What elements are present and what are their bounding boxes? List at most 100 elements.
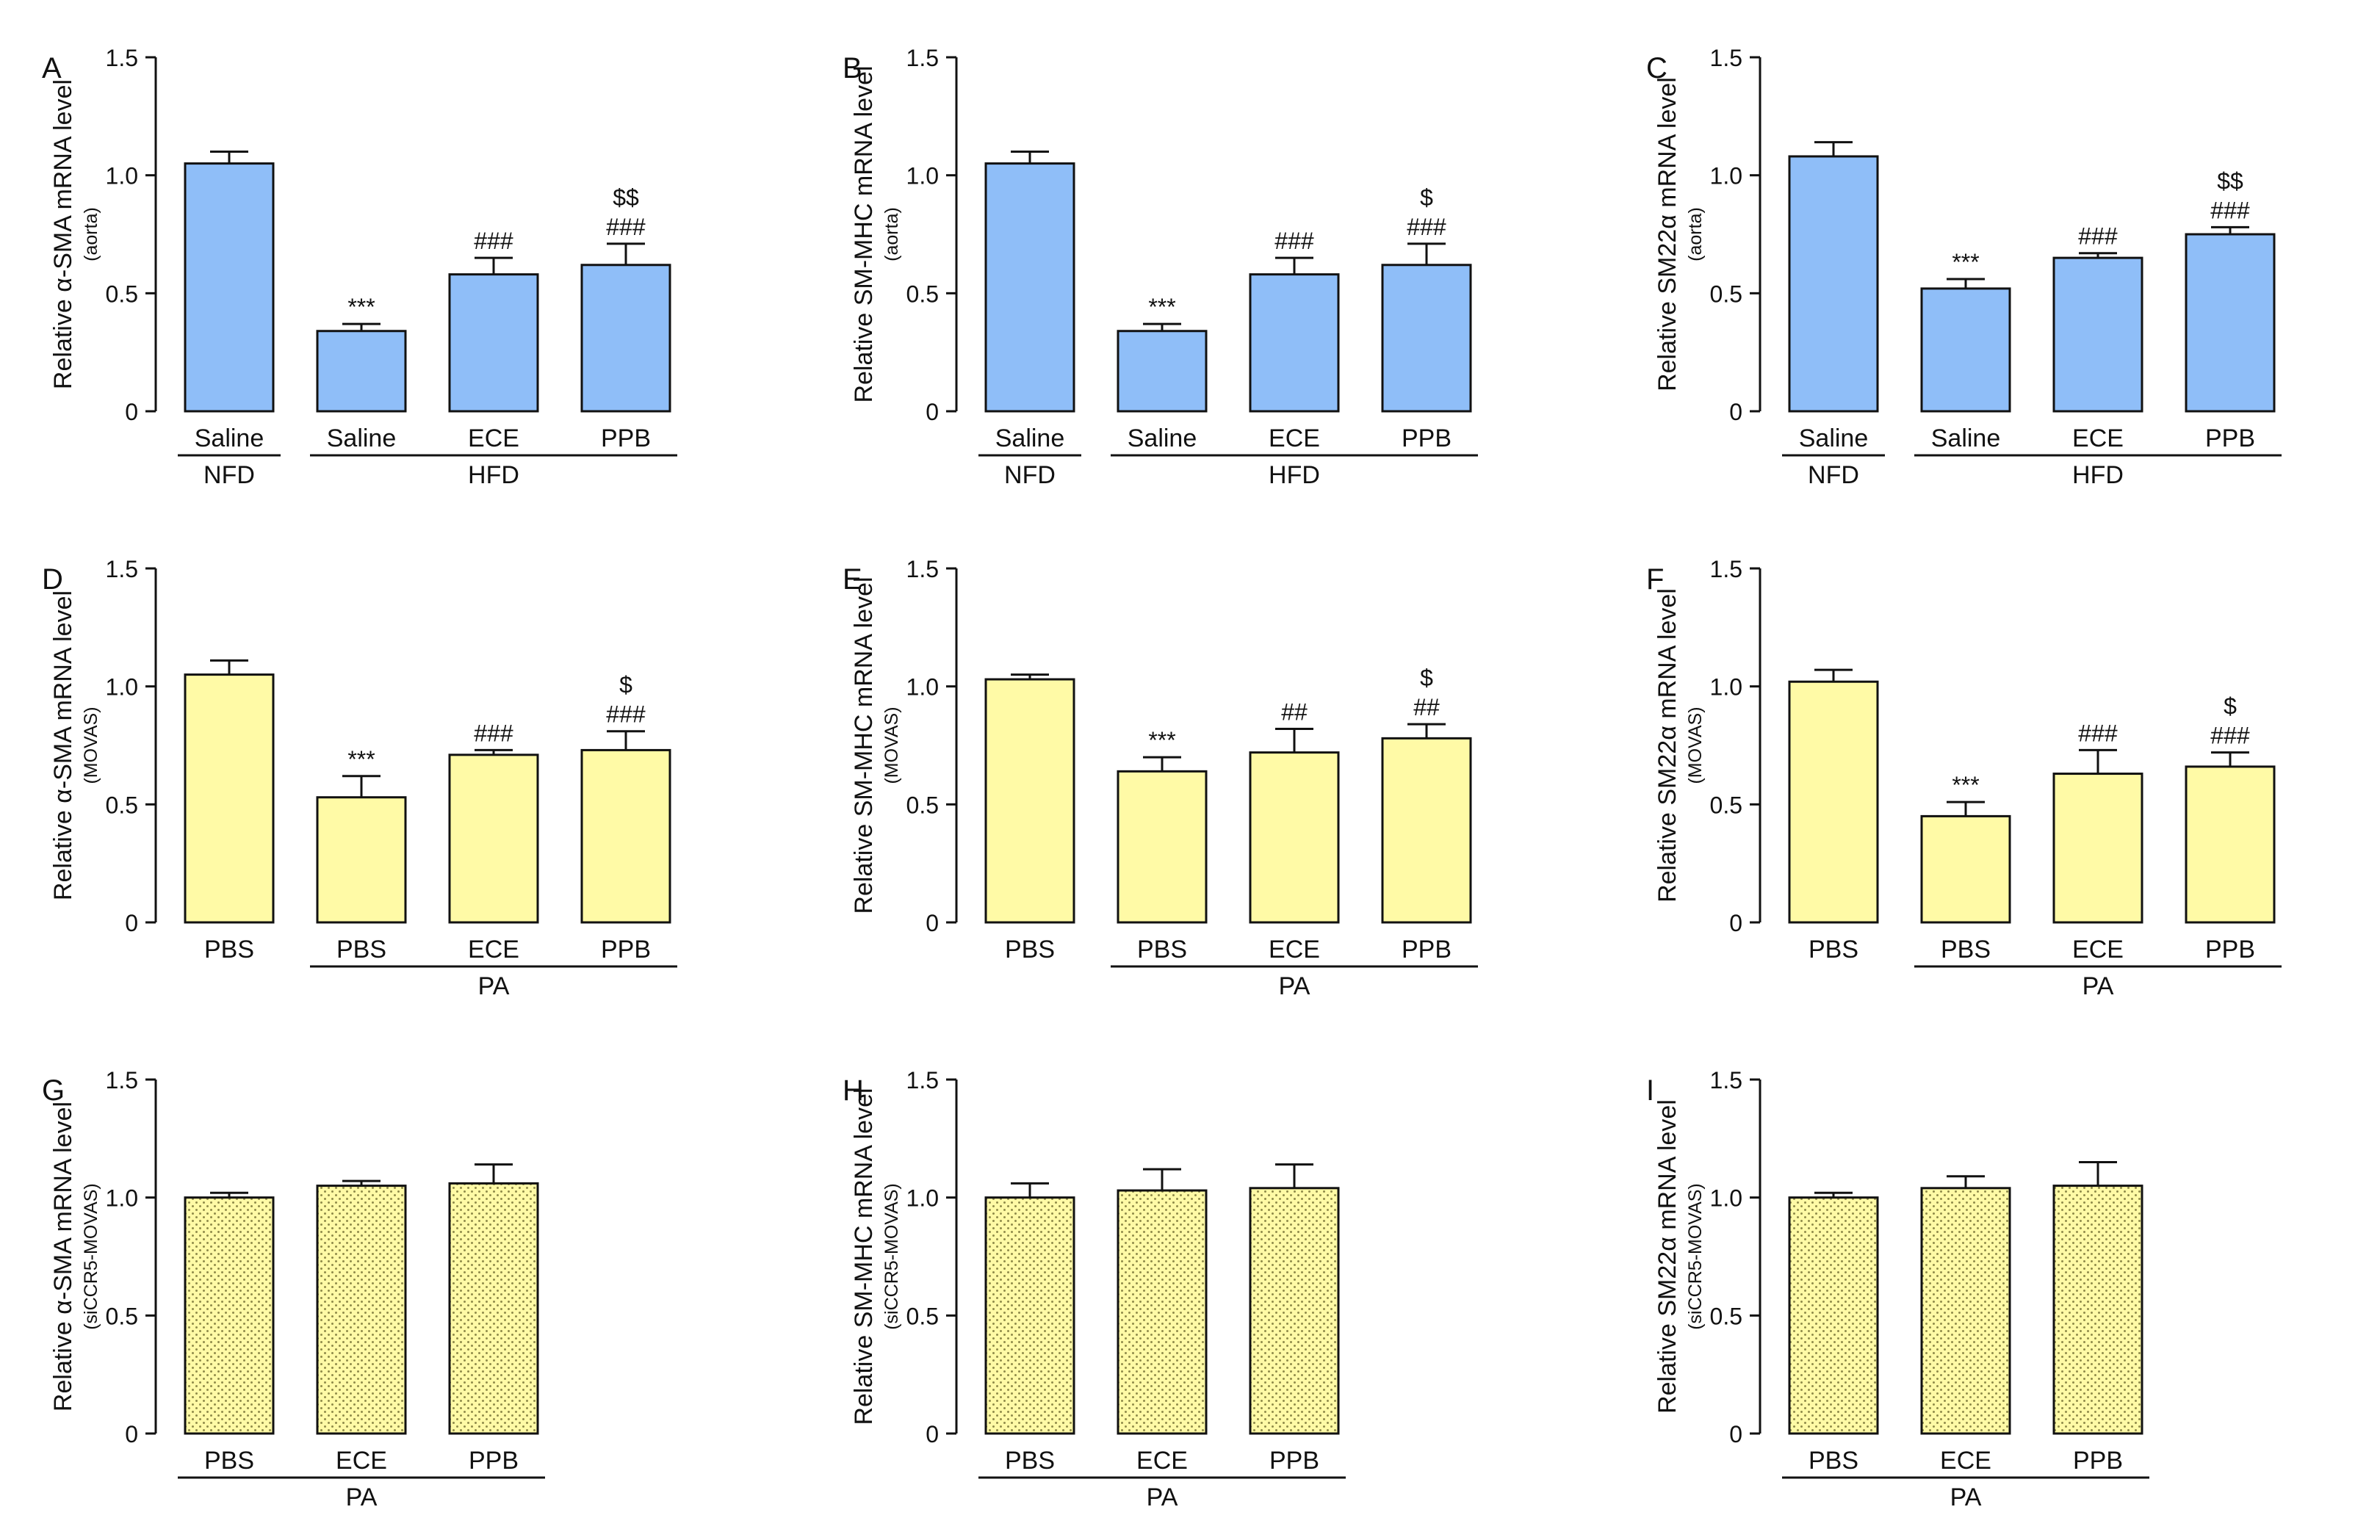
x-tick-label-a: Saline [327,424,397,452]
x-tick-label-d: PBS [336,936,386,964]
significance-label-e: ## [1413,694,1440,720]
x-tick-label-b: Saline [1128,424,1197,452]
x-tick-label-b: PPB [1402,424,1452,452]
y-tick-label-d: 1.0 [106,674,138,701]
y-tick-label-h: 0 [926,1421,939,1447]
x-tick-label-e: PBS [1137,936,1187,964]
y-tick-label-i: 1.5 [1710,1067,1742,1093]
significance-label-b: $ [1420,184,1433,211]
bar-c-3 [2052,256,2143,413]
x-tick-label-g: PBS [204,1447,254,1475]
x-tick-label-f: ECE [2072,936,2124,964]
bar-c-4 [2185,233,2276,413]
x-tick-label-i: PBS [1809,1447,1858,1475]
bar-d-4 [580,748,671,924]
bar-b-3 [1249,273,1340,413]
y-axis-sublabel-d: (MOVAS) [81,706,101,784]
significance-label-d: ### [474,720,513,746]
y-tick-label-c: 0.5 [1710,281,1742,307]
significance-label-e: *** [1148,727,1175,753]
y-axis-label-f: Relative SM22α mRNA level [1654,588,1681,903]
bar-h-3 [1249,1187,1340,1435]
bar-e-2 [1117,770,1208,924]
y-tick-label-f: 1.5 [1710,556,1742,582]
significance-label-d: *** [347,746,375,773]
group-label-h: PA [1147,1483,1178,1511]
y-axis-label-d: Relative α-SMA mRNA level [49,590,77,900]
bar-c-1 [1788,155,1879,413]
y-tick-label-b: 0 [926,399,939,425]
significance-label-f: *** [1952,772,1979,798]
significance-label-a: *** [347,294,375,320]
significance-label-a: $$ [613,184,639,211]
x-tick-label-d: PPB [601,936,651,964]
group-label-e: PA [1279,972,1310,1000]
y-tick-label-d: 1.5 [106,556,138,582]
y-axis-label-e: Relative SM-MHC mRNA level [850,576,878,914]
significance-label-d: ### [606,701,646,728]
bar-a-1 [184,162,275,413]
y-tick-label-h: 1.0 [906,1185,939,1212]
group-label-a: HFD [468,461,519,489]
panel-label-d: D [42,563,63,596]
y-tick-label-i: 1.0 [1710,1185,1742,1212]
bar-i-3 [2052,1185,2143,1435]
y-tick-label-b: 0.5 [906,281,939,307]
y-tick-label-c: 1.0 [1710,163,1742,189]
y-tick-label-h: 0.5 [906,1303,939,1329]
y-tick-label-f: 0 [1729,910,1742,936]
y-axis-label-i: Relative SM22α mRNA level [1654,1099,1681,1414]
y-tick-label-e: 1.5 [906,556,939,582]
x-tick-label-i: ECE [1940,1447,1991,1475]
y-tick-label-c: 1.5 [1710,45,1742,71]
x-tick-label-f: PBS [1941,936,1991,964]
x-tick-label-f: PPB [2205,936,2255,964]
y-tick-label-a: 1.5 [106,45,138,71]
x-tick-label-c: Saline [1931,424,2001,452]
bar-i-1 [1788,1196,1879,1435]
significance-label-a: ### [606,214,646,240]
panel-label-e: E [843,563,862,596]
y-tick-label-i: 0.5 [1710,1303,1742,1329]
x-tick-label-g: ECE [336,1447,387,1475]
x-tick-label-c: PPB [2205,424,2255,452]
bar-f-3 [2052,773,2143,924]
x-tick-label-d: PBS [204,936,254,964]
bar-h-2 [1117,1189,1208,1435]
group-label-b: HFD [1269,461,1320,489]
y-axis-sublabel-e: (MOVAS) [881,706,902,784]
significance-label-a: ### [474,228,513,254]
y-tick-label-d: 0 [125,910,138,936]
y-axis-label-b: Relative SM-MHC mRNA level [850,65,878,402]
bar-f-1 [1788,680,1879,924]
y-tick-label-f: 1.0 [1710,674,1742,701]
panel-label-f: F [1646,563,1664,596]
x-tick-label-b: Saline [995,424,1065,452]
y-tick-label-a: 0.5 [106,281,138,307]
bar-e-3 [1249,751,1340,924]
x-tick-label-e: PPB [1402,936,1452,964]
significance-label-b: ### [1407,214,1446,240]
y-tick-label-g: 0.5 [106,1303,138,1329]
group-label-i: PA [1950,1483,1982,1511]
bar-a-4 [580,264,671,413]
y-tick-label-h: 1.5 [906,1067,939,1093]
panel-label-h: H [843,1074,864,1107]
bar-a-3 [448,273,539,413]
x-tick-label-f: PBS [1809,936,1858,964]
significance-label-c: ### [2210,197,2250,223]
panel-label-c: C [1646,52,1667,84]
significance-label-f: ### [2210,723,2250,749]
y-tick-label-g: 1.0 [106,1185,138,1212]
bar-a-2 [316,330,407,413]
y-axis-label-c: Relative SM22α mRNA level [1654,77,1681,391]
bar-g-1 [184,1196,275,1435]
y-tick-label-a: 1.0 [106,163,138,189]
bar-f-2 [1920,814,2011,924]
x-tick-label-h: PPB [1269,1447,1319,1475]
y-axis-sublabel-c: (aorta) [1685,207,1706,261]
group-label-b: NFD [1004,461,1056,489]
x-tick-label-a: Saline [195,424,264,452]
significance-label-b: ### [1274,228,1314,254]
y-tick-label-b: 1.0 [906,163,939,189]
